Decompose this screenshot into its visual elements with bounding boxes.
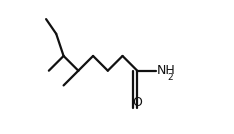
- Text: NH: NH: [157, 64, 175, 77]
- Text: O: O: [132, 96, 142, 109]
- Text: 2: 2: [167, 73, 173, 82]
